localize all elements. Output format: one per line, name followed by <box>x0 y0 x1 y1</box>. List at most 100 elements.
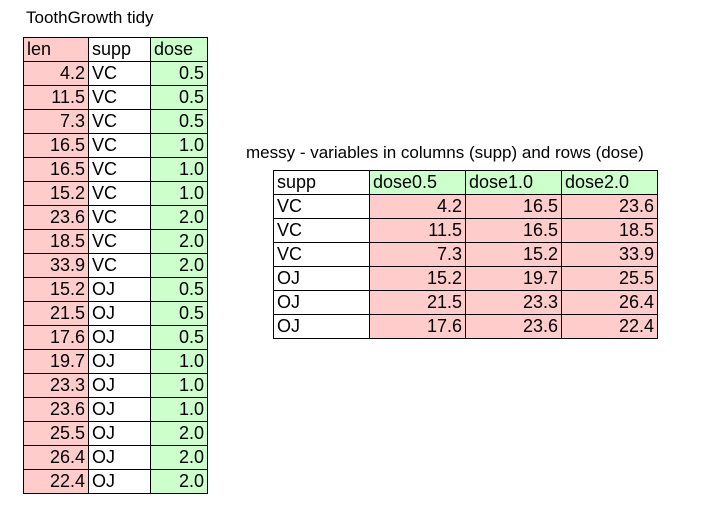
tidy-cell[interactable]: 15.2 <box>23 277 89 302</box>
messy-cell[interactable]: 22.4 <box>561 314 658 339</box>
tidy-cell[interactable]: 0.5 <box>150 277 208 302</box>
tidy-cell[interactable]: 1.0 <box>150 397 208 422</box>
tidy-cell[interactable]: 0.5 <box>150 301 208 326</box>
tidy-table-row: 23.6 OJ 1.0 <box>23 397 208 422</box>
tidy-cell[interactable]: OJ <box>88 301 151 326</box>
tidy-cell[interactable]: OJ <box>88 349 151 374</box>
messy-cell[interactable]: 26.4 <box>561 290 658 315</box>
tidy-cell[interactable]: OJ <box>88 469 151 494</box>
tidy-table-row: 23.3 OJ 1.0 <box>23 373 208 398</box>
tidy-cell[interactable]: OJ <box>88 397 151 422</box>
tidy-cell[interactable]: 17.6 <box>23 325 89 350</box>
messy-cell[interactable]: 23.6 <box>561 194 658 219</box>
messy-cell[interactable]: OJ <box>273 314 370 339</box>
tidy-cell[interactable]: 23.6 <box>23 397 89 422</box>
tidy-cell[interactable]: OJ <box>88 325 151 350</box>
tidy-cell[interactable]: OJ <box>88 277 151 302</box>
tidy-cell[interactable]: 25.5 <box>23 421 89 446</box>
messy-cell[interactable]: OJ <box>273 290 370 315</box>
tidy-cell[interactable]: OJ <box>88 421 151 446</box>
tidy-table-row: 17.6 OJ 0.5 <box>23 325 208 350</box>
tidy-cell[interactable]: 11.5 <box>23 85 89 110</box>
messy-table-row: OJ 15.2 19.7 25.5 <box>273 266 658 291</box>
tidy-cell[interactable]: 0.5 <box>150 85 208 110</box>
tidy-table-row: 22.4 OJ 2.0 <box>23 469 208 494</box>
messy-table-row: OJ 21.5 23.3 26.4 <box>273 290 658 315</box>
messy-cell[interactable]: 19.7 <box>465 266 562 291</box>
messy-cell[interactable]: 21.5 <box>369 290 466 315</box>
messy-cell[interactable]: VC <box>273 218 370 243</box>
tidy-cell[interactable]: VC <box>88 229 151 254</box>
tidy-cell[interactable]: VC <box>88 253 151 278</box>
tidy-cell[interactable]: 21.5 <box>23 301 89 326</box>
messy-cell[interactable]: 23.3 <box>465 290 562 315</box>
tidy-header-cell[interactable]: len <box>23 37 89 62</box>
tidy-cell[interactable]: 1.0 <box>150 133 208 158</box>
tidy-cell[interactable]: 1.0 <box>150 373 208 398</box>
messy-header-cell[interactable]: dose0.5 <box>369 170 466 195</box>
tidy-cell[interactable]: VC <box>88 157 151 182</box>
messy-cell[interactable]: 33.9 <box>561 242 658 267</box>
tidy-cell[interactable]: OJ <box>88 445 151 470</box>
tidy-cell[interactable]: 16.5 <box>23 133 89 158</box>
messy-cell[interactable]: 4.2 <box>369 194 466 219</box>
tidy-header-cell[interactable]: dose <box>150 37 208 62</box>
tidy-cell[interactable]: 33.9 <box>23 253 89 278</box>
tidy-title: ToothGrowth tidy <box>26 8 154 27</box>
tidy-cell[interactable]: 23.6 <box>23 205 89 230</box>
tidy-cell[interactable]: OJ <box>88 373 151 398</box>
tidy-table-row: 15.2 OJ 0.5 <box>23 277 208 302</box>
tidy-cell[interactable]: 1.0 <box>150 181 208 206</box>
tidy-cell[interactable]: 0.5 <box>150 109 208 134</box>
messy-cell[interactable]: OJ <box>273 266 370 291</box>
tidy-cell[interactable]: 7.3 <box>23 109 89 134</box>
messy-header-cell[interactable]: supp <box>273 170 370 195</box>
tidy-cell[interactable]: VC <box>88 205 151 230</box>
messy-header-cell[interactable]: dose2.0 <box>561 170 658 195</box>
tidy-cell[interactable]: 23.3 <box>23 373 89 398</box>
tidy-cell[interactable]: VC <box>88 133 151 158</box>
tidy-cell[interactable]: VC <box>88 85 151 110</box>
messy-cell[interactable]: 15.2 <box>369 266 466 291</box>
messy-cell[interactable]: 11.5 <box>369 218 466 243</box>
tidy-cell[interactable]: 2.0 <box>150 205 208 230</box>
messy-cell[interactable]: 15.2 <box>465 242 562 267</box>
tidy-cell[interactable]: 0.5 <box>150 325 208 350</box>
messy-cell[interactable]: 18.5 <box>561 218 658 243</box>
tidy-cell[interactable]: 1.0 <box>150 157 208 182</box>
tidy-cell[interactable]: 26.4 <box>23 445 89 470</box>
tidy-header-cell[interactable]: supp <box>88 37 151 62</box>
tidy-cell[interactable]: 22.4 <box>23 469 89 494</box>
messy-header-row: supp dose0.5 dose1.0 dose2.0 <box>273 170 658 195</box>
tidy-cell[interactable]: VC <box>88 109 151 134</box>
tidy-table-row: 26.4 OJ 2.0 <box>23 445 208 470</box>
tidy-cell[interactable]: VC <box>88 61 151 86</box>
messy-cell[interactable]: VC <box>273 194 370 219</box>
tidy-cell[interactable]: 1.0 <box>150 349 208 374</box>
messy-cell[interactable]: 25.5 <box>561 266 658 291</box>
messy-header-cell[interactable]: dose1.0 <box>465 170 562 195</box>
tidy-cell[interactable]: 15.2 <box>23 181 89 206</box>
tidy-table-row: 23.6 VC 2.0 <box>23 205 208 230</box>
messy-cell[interactable]: 7.3 <box>369 242 466 267</box>
messy-cell[interactable]: 17.6 <box>369 314 466 339</box>
tidy-cell[interactable]: 19.7 <box>23 349 89 374</box>
tidy-cell[interactable]: 2.0 <box>150 469 208 494</box>
messy-table: supp dose0.5 dose1.0 dose2.0 VC 4.2 16.5 23.6 VC… <box>273 170 658 339</box>
tidy-table: len supp dose 4.2 VC 0.5 11.5 VC 0.5 7.3 VC 0.5 16.5… <box>23 37 208 494</box>
messy-cell[interactable]: 16.5 <box>465 194 562 219</box>
tidy-cell[interactable]: 2.0 <box>150 421 208 446</box>
messy-cell[interactable]: 16.5 <box>465 218 562 243</box>
tidy-cell[interactable]: 4.2 <box>23 61 89 86</box>
tidy-table-row: 19.7 OJ 1.0 <box>23 349 208 374</box>
tidy-cell[interactable]: 2.0 <box>150 229 208 254</box>
tidy-cell[interactable]: 16.5 <box>23 157 89 182</box>
messy-title: messy - variables in columns (supp) and … <box>246 143 644 162</box>
tidy-cell[interactable]: VC <box>88 181 151 206</box>
messy-cell[interactable]: 23.6 <box>465 314 562 339</box>
messy-cell[interactable]: VC <box>273 242 370 267</box>
tidy-cell[interactable]: 2.0 <box>150 253 208 278</box>
tidy-cell[interactable]: 18.5 <box>23 229 89 254</box>
tidy-cell[interactable]: 2.0 <box>150 445 208 470</box>
tidy-cell[interactable]: 0.5 <box>150 61 208 86</box>
